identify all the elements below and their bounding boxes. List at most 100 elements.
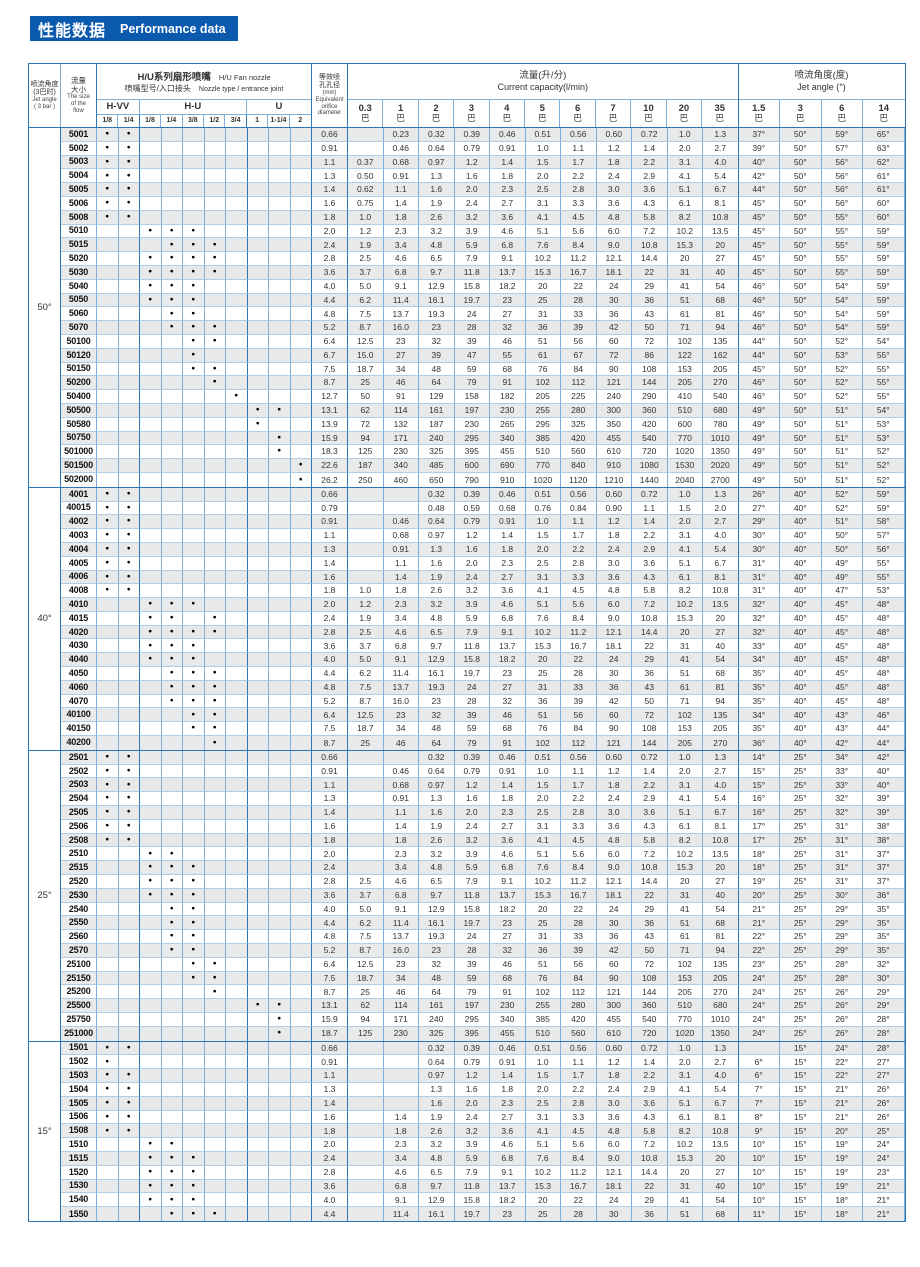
flow-value: 230 <box>384 1026 419 1041</box>
table-row-2540: 2540 ● ● 4.0 5.0 9.1 12.9 15.8 18.2 20 22 24 29 41 54 2… <box>61 902 905 917</box>
connector-dot-cell <box>247 667 269 681</box>
flow-value <box>383 1041 419 1056</box>
flow-value: 1.5 <box>525 1069 561 1083</box>
jet-angle-title-zh: 喷流角度(度) <box>794 70 849 82</box>
jet-angle-value: 40° <box>780 611 822 626</box>
connector-dot-cell <box>247 334 269 349</box>
connector-dot-cell <box>204 1041 226 1056</box>
flow-value: 56 <box>561 334 597 349</box>
connector-dot-cell: ● <box>97 183 119 197</box>
connector-dot-cell: ● <box>183 680 205 695</box>
connector-dot-cell <box>118 861 140 876</box>
jet-angle-value: 52° <box>821 376 863 391</box>
connector-dot-cell <box>290 487 312 502</box>
connector-dot-cell <box>290 542 312 557</box>
jet-angle-value: 19° <box>821 1179 863 1194</box>
jet-angle-value: 33° <box>738 639 780 654</box>
flow-value: 0.23 <box>383 128 419 142</box>
model-number: 25100 <box>61 957 97 972</box>
jet-angle-value <box>738 1041 780 1056</box>
flow-value: 18.2 <box>490 653 526 668</box>
page-title-zh: 性能数据 <box>38 22 107 40</box>
flow-value: 34 <box>383 971 419 986</box>
flow-value: 59 <box>454 971 490 986</box>
connector-dot-cell <box>269 1193 291 1208</box>
flow-value: 1010 <box>703 1013 739 1027</box>
flow-value: 47 <box>454 348 490 363</box>
connector-dot-cell <box>247 265 269 280</box>
connector-dot-cell <box>140 1096 162 1111</box>
flow-value: 1.1 <box>561 515 597 530</box>
connector-dot-cell <box>226 861 248 876</box>
pressure-value: 4 <box>504 102 510 114</box>
flow-value <box>348 1165 384 1180</box>
connector-dot-cell: ● <box>183 265 205 280</box>
flow-value: 6.1 <box>667 1110 703 1125</box>
connector-dot-cell <box>118 1165 140 1180</box>
flow-value: 455 <box>596 1013 632 1027</box>
jet-angle-value: 57° <box>821 141 863 156</box>
connector-dot-cell <box>161 403 183 418</box>
flow-value: 2.9 <box>632 542 668 557</box>
connector-dot-cell: ● <box>97 556 119 571</box>
connector-dot-cell <box>269 155 291 170</box>
flow-value: 9.1 <box>383 902 419 917</box>
connector-dot-cell <box>247 1193 269 1208</box>
flow-value: 910 <box>490 472 526 487</box>
connector-dot-cell <box>97 1151 119 1166</box>
flow-value: 12.5 <box>348 334 384 349</box>
jet-angle-value: 18° <box>822 1207 863 1221</box>
flow-value: 300 <box>596 403 632 418</box>
connector-dot-cell <box>269 362 291 377</box>
connector-dot-cell <box>226 694 248 709</box>
flow-value: 36 <box>525 694 561 709</box>
connector-dot-cell <box>226 459 248 473</box>
jet-angle-value: 40° <box>780 487 822 502</box>
flow-value: 7.9 <box>454 1165 490 1180</box>
equiv-diameter-value: 1.1 <box>312 529 348 543</box>
jet-angle-value: 50° <box>780 238 822 253</box>
connector-dot-cell <box>204 861 226 876</box>
flow-value: 135 <box>703 708 739 723</box>
connector-dot-cell <box>118 708 140 723</box>
jet-angle-value: 50° <box>780 362 822 377</box>
flow-value: 3.2 <box>454 210 490 225</box>
jet-angle-value: 11° <box>739 1207 780 1221</box>
flow-value: 1.1 <box>561 764 597 779</box>
connector-dot-cell: ● <box>118 764 140 779</box>
connector-dot-cell <box>204 778 226 793</box>
flow-value: 4.5 <box>561 210 597 225</box>
jet-angle-value: 50° <box>780 321 822 335</box>
table-row-1520: 1520 ● ● ● 2.8 4.6 6.5 7.9 9.1 10.2 11.2 12.1 14.4 20… <box>61 1165 905 1180</box>
jet-angle-value: 50° <box>780 252 822 266</box>
flow-value: 1.5 <box>667 501 703 516</box>
connector-dot-cell <box>140 736 162 750</box>
flow-value: 1.8 <box>383 210 419 225</box>
flow-value: 6.1 <box>667 570 703 585</box>
flow-value: 27 <box>490 930 526 945</box>
connector-dot-cell <box>226 833 248 848</box>
flow-value: 36 <box>596 680 632 695</box>
connector-dot-cell <box>183 778 205 793</box>
connector-dot-cell <box>247 1055 269 1070</box>
nozzle-size-header: 3/8 <box>183 114 205 127</box>
flow-value: 102 <box>667 334 703 349</box>
flow-value: 36 <box>632 1207 668 1221</box>
flow-value: 9.7 <box>419 1179 455 1194</box>
model-number: 40015 <box>61 501 97 516</box>
connector-dot-cell <box>118 459 140 473</box>
connector-dot-cell <box>269 556 291 571</box>
equiv-diameter-value: 7.5 <box>312 362 348 377</box>
connector-dot-cell <box>290 764 312 779</box>
flow-value: 1.1 <box>632 501 668 516</box>
connector-dot-cell <box>118 403 140 418</box>
flow-value: 3.0 <box>596 183 632 197</box>
flow-value: 0.48 <box>419 501 455 516</box>
flow-value: 22 <box>561 902 597 917</box>
jet-angle-value: 25° <box>780 806 822 820</box>
flow-value: 0.72 <box>632 1041 668 1056</box>
jet-angle-value: 24° <box>738 985 780 1000</box>
model-number: 4070 <box>61 694 97 709</box>
flow-value: 6.8 <box>490 611 526 626</box>
angle-group-rows: 5001 ● ● 0.66 0.23 0.32 0.39 0.46 0.51 0.56 0.60 0.… <box>61 128 905 487</box>
